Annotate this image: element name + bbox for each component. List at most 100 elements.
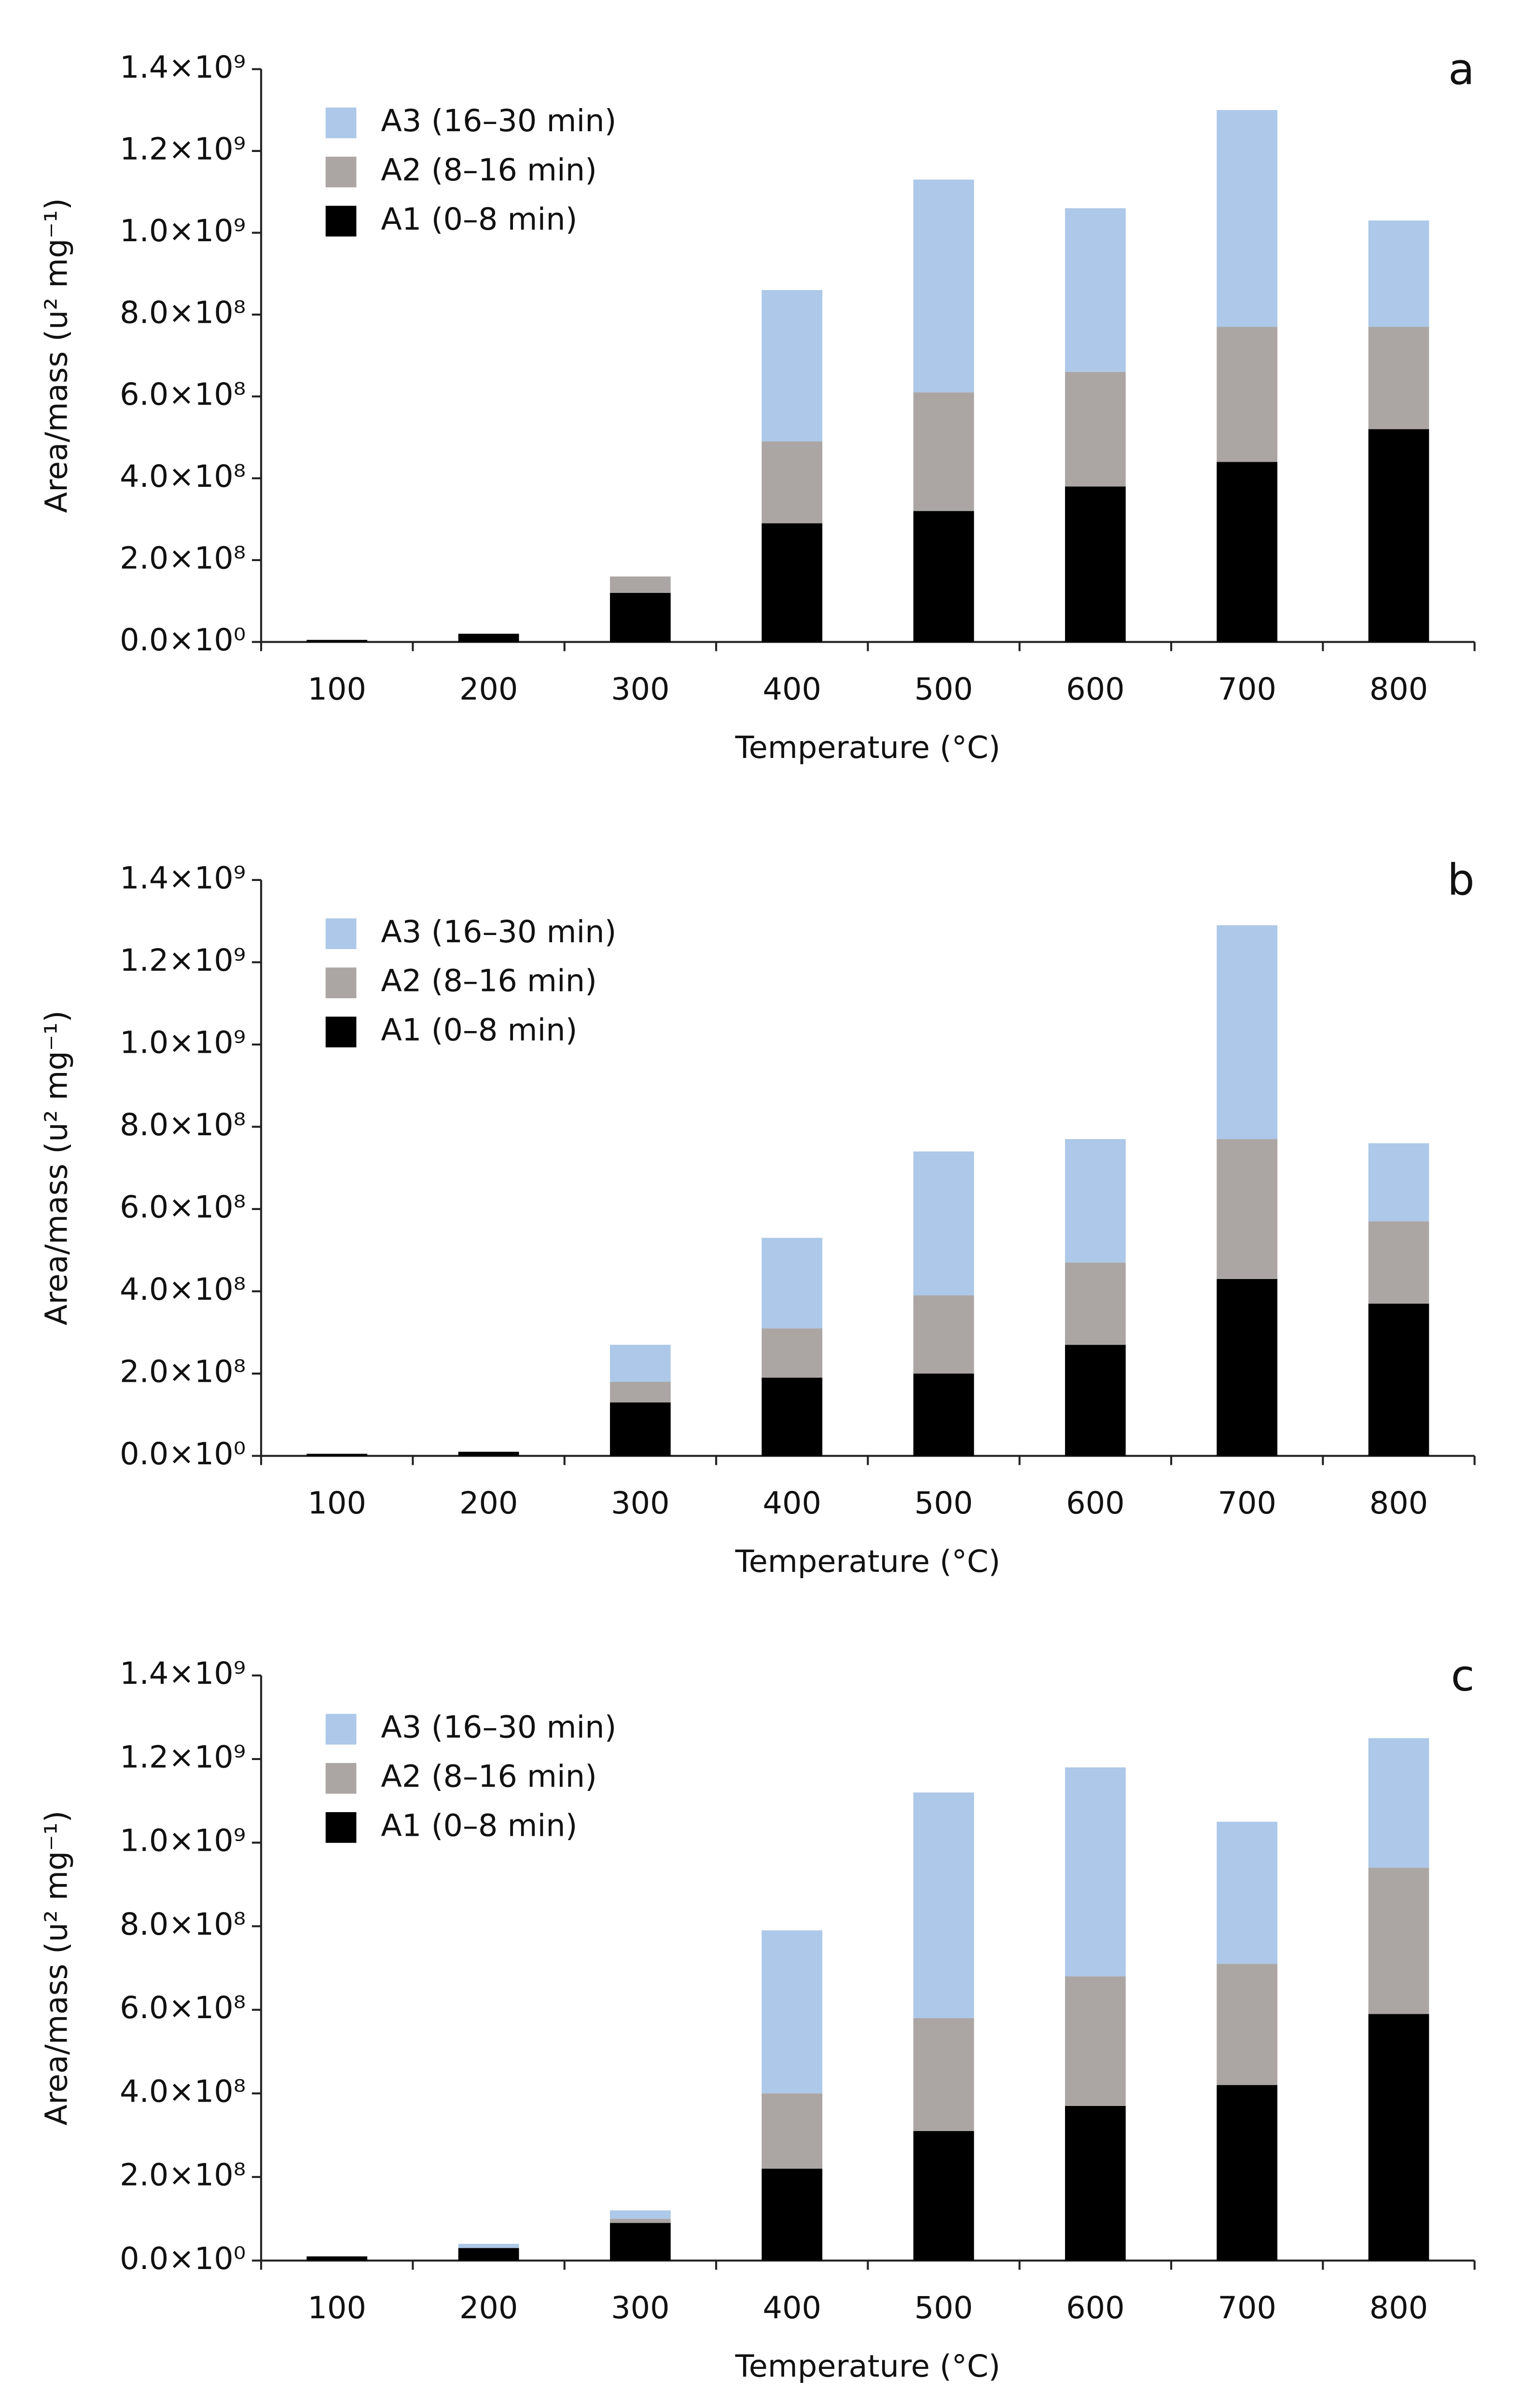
bar-segment — [1217, 925, 1278, 1140]
bar-segment — [1065, 1976, 1126, 2106]
bar-segment — [761, 523, 823, 642]
y-tick-label: 1.4×10⁹ — [120, 1656, 246, 1692]
x-tick-label: 800 — [1370, 1486, 1428, 1521]
bar-segment — [761, 1930, 823, 2093]
chart-panel: 0.0×10⁰ 2.0×10⁸ 4.0×10⁸ 6.0×10⁸ 8.0×10⁸ 1.0×1… — [39, 1651, 1476, 2384]
y-tick-label: 1.0×10⁹ — [120, 213, 246, 249]
bar-segment — [1217, 110, 1278, 327]
legend-swatch — [325, 1812, 357, 1843]
panel-label: a — [1448, 44, 1475, 95]
y-tick-label: 6.0×10⁸ — [120, 1990, 246, 2026]
x-tick-label: 300 — [611, 1486, 670, 1521]
chart-panel: 0.0×10⁰ 2.0×10⁸ 4.0×10⁸ 6.0×10⁸ 8.0×10⁸ 1.0×1… — [39, 44, 1476, 766]
bar-segment — [913, 2131, 974, 2261]
y-tick-label: 0.0×10⁰ — [120, 622, 246, 658]
x-tick-label: 700 — [1218, 1486, 1276, 1521]
y-axis-title: Area/mass (u² mg⁻¹) — [39, 1010, 75, 1325]
bar-segment — [1368, 1868, 1429, 2014]
bar-segment — [1368, 1304, 1429, 1456]
bar-segment — [1065, 1345, 1126, 1456]
legend-label: A1 (0–8 min) — [381, 1013, 577, 1048]
y-tick-label: 6.0×10⁸ — [120, 1190, 246, 1225]
bar-segment — [913, 179, 974, 393]
x-tick-label: 800 — [1370, 2290, 1428, 2326]
bar-segment — [1065, 2105, 1126, 2261]
bar-segment — [1368, 1221, 1429, 1304]
legend-swatch — [325, 156, 357, 188]
x-tick-label: 700 — [1218, 672, 1276, 707]
bar-segment — [1065, 1139, 1126, 1263]
x-axis-title: Temperature (°C) — [735, 730, 1000, 766]
bar-segment — [761, 2168, 823, 2261]
legend-label: A3 (16–30 min) — [381, 914, 616, 950]
y-tick-label: 4.0×10⁸ — [120, 1272, 246, 1307]
bar-segment — [1065, 208, 1126, 372]
bar-segment — [913, 1373, 974, 1456]
bar-segment — [458, 2248, 519, 2261]
x-tick-label: 300 — [611, 2290, 670, 2326]
y-tick-label: 2.0×10⁸ — [120, 2158, 246, 2193]
legend-label: A2 (8–16 min) — [381, 963, 597, 999]
bar-segment — [761, 2093, 823, 2169]
bar-segment — [761, 1328, 823, 1378]
legend-label: A1 (0–8 min) — [381, 1808, 577, 1844]
x-tick-label: 700 — [1218, 2290, 1276, 2326]
y-tick-label: 0.0×10⁰ — [120, 1436, 246, 1472]
x-tick-label: 200 — [459, 2290, 518, 2326]
y-tick-label: 2.0×10⁸ — [120, 1354, 246, 1390]
bar-segment — [458, 2243, 519, 2248]
bar-segment — [306, 1454, 368, 1456]
x-tick-label: 600 — [1066, 1486, 1125, 1521]
bar-segment — [610, 2218, 671, 2223]
y-tick-label: 4.0×10⁸ — [120, 2074, 246, 2109]
bar-segment — [1217, 1821, 1278, 1964]
x-tick-label: 100 — [308, 2290, 367, 2326]
legend-swatch — [325, 206, 357, 237]
bar-segment — [1368, 327, 1429, 429]
bar-segment — [1368, 429, 1429, 642]
bar-segment — [1065, 486, 1126, 642]
bar-segment — [610, 576, 671, 593]
x-tick-label: 300 — [611, 672, 670, 707]
y-tick-label: 1.4×10⁹ — [120, 860, 246, 896]
legend-swatch — [325, 1017, 357, 1047]
bar-segment — [306, 640, 368, 642]
legend-label: A2 (8–16 min) — [381, 1759, 597, 1795]
legend-swatch — [325, 107, 357, 138]
y-tick-label: 8.0×10⁸ — [120, 295, 246, 331]
bar-segment — [913, 1792, 974, 2018]
bar-segment — [1368, 2014, 1429, 2261]
bar-segment — [761, 290, 823, 441]
bar-segment — [1217, 2085, 1278, 2261]
bar-segment — [610, 1402, 671, 1456]
legend-swatch — [325, 1714, 357, 1745]
bar-segment — [1217, 1279, 1278, 1456]
x-tick-label: 800 — [1370, 672, 1428, 707]
bar-segment — [913, 1151, 974, 1296]
x-tick-label: 200 — [459, 1486, 518, 1521]
x-axis-title: Temperature (°C) — [735, 1544, 1000, 1580]
bar-segment — [1217, 1964, 1278, 2085]
x-tick-label: 100 — [308, 1486, 367, 1521]
bar-segment — [913, 2018, 974, 2131]
bar-segment — [458, 633, 519, 642]
panel-label: c — [1451, 1651, 1475, 1701]
y-tick-label: 1.2×10⁹ — [120, 943, 246, 978]
x-tick-label: 400 — [762, 1486, 821, 1521]
bar-segment — [761, 1377, 823, 1456]
y-tick-label: 1.2×10⁹ — [120, 1739, 246, 1775]
y-tick-label: 1.4×10⁹ — [120, 50, 246, 85]
bar-segment — [761, 1238, 823, 1329]
x-tick-label: 200 — [459, 672, 518, 707]
y-tick-label: 2.0×10⁸ — [120, 540, 246, 576]
x-tick-label: 600 — [1066, 2290, 1125, 2326]
x-tick-label: 400 — [762, 2290, 821, 2326]
bar-segment — [1368, 1738, 1429, 1868]
y-tick-label: 1.2×10⁹ — [120, 131, 246, 167]
bar-segment — [1217, 327, 1278, 462]
legend-label: A3 (16–30 min) — [381, 1710, 616, 1746]
y-axis-title: Area/mass (u² mg⁻¹) — [39, 198, 75, 513]
x-tick-label: 500 — [914, 672, 973, 707]
